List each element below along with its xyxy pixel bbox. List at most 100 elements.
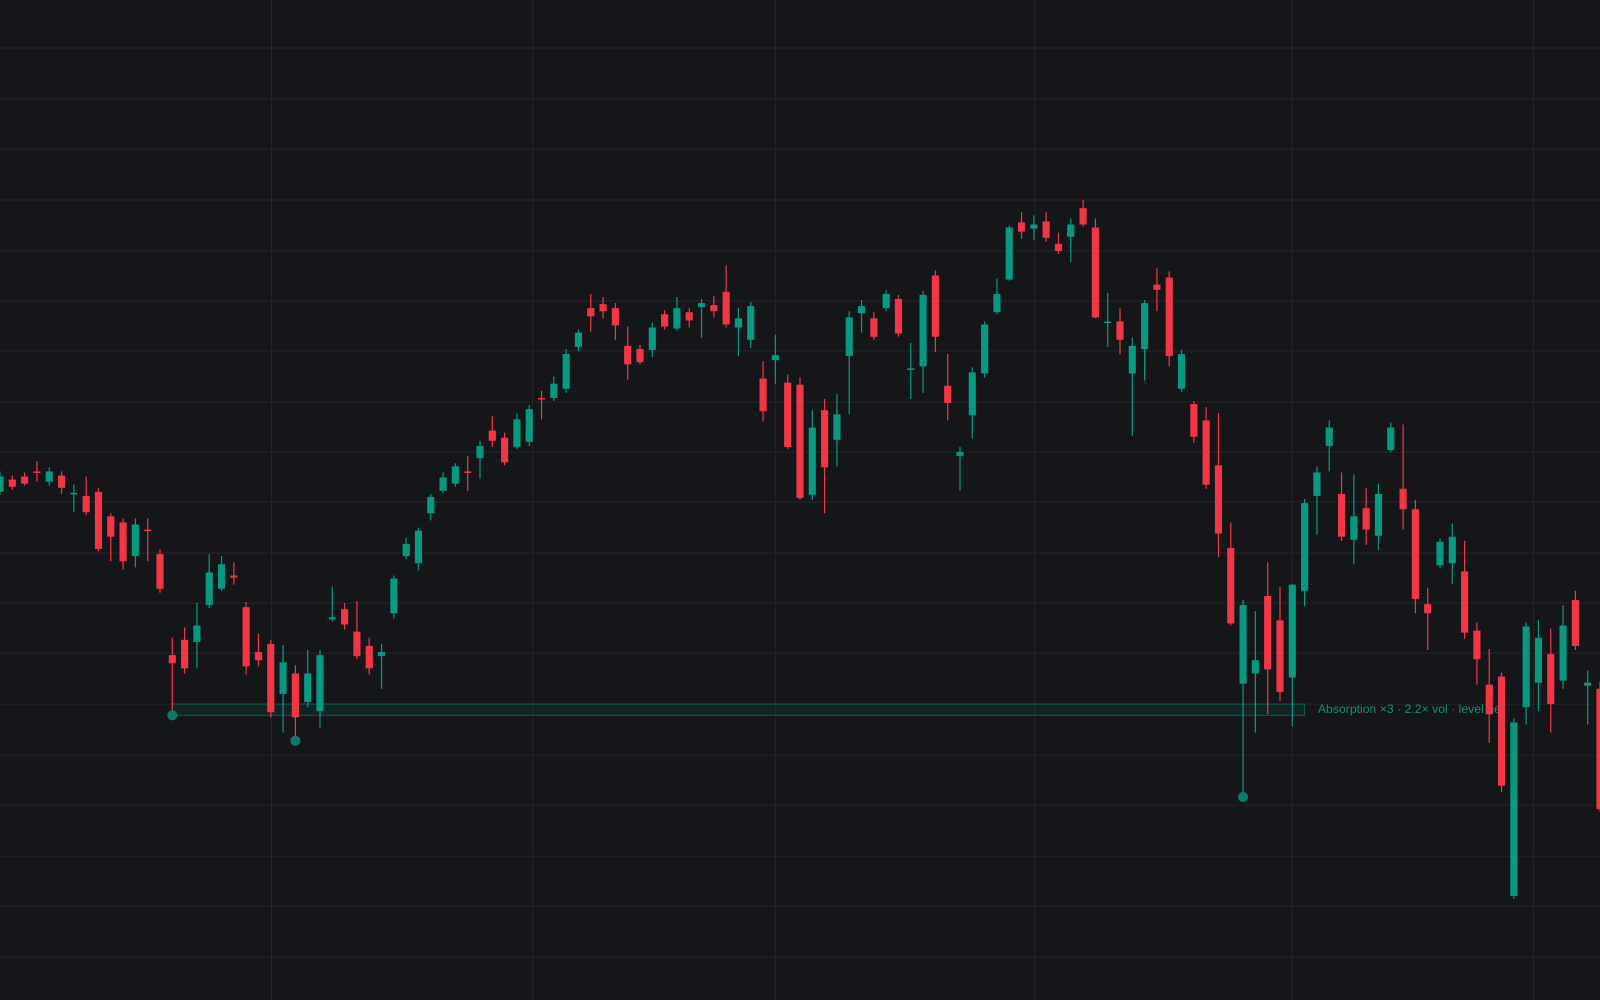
candle-body (685, 312, 693, 321)
candle-body (144, 529, 152, 532)
candle-body (673, 308, 681, 329)
candle-body (1104, 321, 1112, 323)
zone-label: Absorption ×3 · 2.2× vol · level he (1318, 702, 1501, 716)
candle-body (734, 318, 743, 328)
candle-body (562, 354, 570, 389)
candle-body (119, 522, 127, 562)
candle-body (981, 324, 989, 374)
candle-body (574, 332, 583, 347)
candle-body (304, 673, 312, 703)
candle-body (451, 466, 459, 484)
candle-body (488, 430, 496, 441)
candle-body (1387, 427, 1395, 450)
candle-body (107, 516, 115, 537)
candle-body (476, 445, 484, 459)
candle-body (537, 397, 546, 400)
candle-body (168, 655, 176, 664)
candle-body (1005, 227, 1013, 280)
candle-body (1079, 208, 1087, 225)
candle-body (845, 317, 853, 357)
candle-body (1251, 660, 1259, 674)
candle-body (1522, 626, 1530, 708)
candle-body (894, 298, 903, 334)
candle-body (808, 427, 816, 495)
absorption-marker (167, 710, 178, 721)
candle-body (1067, 224, 1075, 237)
candle-body (156, 554, 164, 589)
candle-body (439, 477, 447, 491)
candle-body (181, 639, 189, 669)
candle-body (1362, 508, 1370, 530)
candle-body (1116, 321, 1124, 340)
candle-body (550, 383, 558, 398)
candle-body (661, 314, 669, 327)
candle-body (525, 409, 533, 442)
candle-body (636, 348, 644, 363)
candle-body (833, 414, 841, 440)
candle-body (353, 631, 361, 657)
candle-body (1534, 637, 1543, 683)
candle-body (1424, 604, 1432, 614)
absorption-marker (1237, 791, 1249, 803)
candle-body (341, 609, 349, 625)
candle-body (1448, 536, 1456, 564)
candle-body (1337, 493, 1346, 537)
candle-body (907, 368, 915, 370)
candle-body (1510, 722, 1518, 896)
candle-body (968, 372, 976, 416)
candle-body (1141, 303, 1149, 349)
candle-body (784, 382, 792, 447)
candle-body (1227, 547, 1235, 624)
candle-body (1399, 488, 1407, 510)
candle-body (1239, 605, 1247, 684)
candle-body (697, 303, 706, 308)
candle-body (513, 419, 521, 447)
candle-body (1288, 584, 1296, 678)
candle-body (1128, 345, 1136, 374)
candle-body (796, 384, 804, 498)
candle-body (217, 564, 226, 589)
candle-body (771, 355, 779, 361)
candle-body (1017, 222, 1026, 232)
candle-body (402, 543, 410, 557)
candle-body (821, 410, 829, 468)
candle-body (1264, 595, 1272, 670)
candle-body (316, 655, 324, 712)
candle-body (1214, 465, 1223, 534)
candle-body (193, 625, 201, 642)
candle-body (414, 530, 423, 564)
candle-body (328, 617, 336, 620)
candle-body (759, 378, 767, 412)
candle-body (1091, 227, 1099, 318)
candle-body (993, 293, 1001, 313)
candle-body (857, 306, 866, 314)
candle-body (1374, 493, 1383, 536)
candle-body (1054, 243, 1063, 252)
candle-body (230, 575, 238, 578)
candle-body (722, 291, 730, 325)
candle-body (648, 327, 656, 350)
candle-body (1350, 516, 1358, 540)
candle-body (1411, 509, 1419, 599)
candle-body (1042, 221, 1050, 238)
candle-body (1202, 420, 1210, 485)
candle-body (365, 645, 373, 669)
candle-body (267, 643, 275, 713)
candle-body (377, 652, 386, 657)
candle-body (45, 471, 53, 482)
candle-body (1473, 630, 1481, 660)
candle-body (1485, 684, 1493, 715)
level-zone (171, 703, 1306, 716)
candle-body (1571, 600, 1579, 646)
candle-body (291, 673, 299, 718)
candle-body (57, 475, 66, 488)
candle-body (1559, 625, 1567, 681)
candle-body (624, 345, 632, 365)
candle-body (94, 491, 103, 549)
candle-body (0, 476, 4, 492)
candle-body (21, 476, 29, 484)
candle-body (1301, 503, 1309, 591)
candle-body (1436, 541, 1444, 566)
